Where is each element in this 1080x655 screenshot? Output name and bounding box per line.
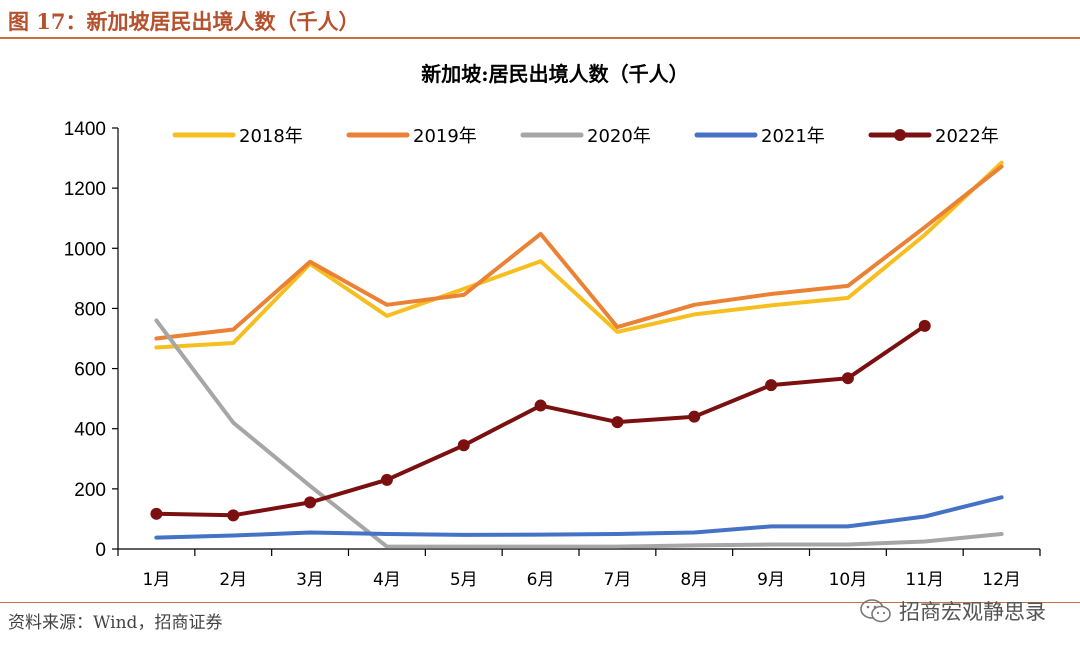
chart-legend: 2018年 2019年 2020年 2021年 2022年: [172, 126, 999, 147]
x-tick-label: 7月: [604, 570, 632, 590]
x-tick-label: 11月: [905, 570, 944, 590]
y-tick-label: 400: [74, 420, 106, 441]
x-tick-label: 3月: [296, 570, 324, 590]
y-tick-label: 1400: [64, 119, 106, 140]
legend-label: 2020年: [587, 126, 651, 147]
legend-label: 2018年: [239, 126, 303, 147]
x-tick-label: 2月: [219, 570, 247, 590]
watermark: 招商宏观静思录: [859, 596, 1046, 626]
source-note: 资料来源：Wind，招商证券: [8, 613, 223, 633]
series-2022年: [150, 319, 931, 522]
series-2019年: [154, 164, 1004, 341]
figure-header: 图 17：新加坡居民出境人数（千人）: [0, 0, 1080, 40]
y-tick-label: 1000: [64, 239, 106, 260]
x-tick-label: 1月: [143, 570, 171, 590]
y-tick-label: 1200: [64, 179, 106, 200]
line-chart: 新加坡:居民出境人数（千人） 2018年 2019年 2020年 2021年 2022年…: [64, 62, 1041, 590]
series-2020年: [154, 318, 1004, 549]
y-tick-label: 0: [95, 540, 106, 561]
data-point: [688, 410, 701, 423]
chart-title: 新加坡:居民出境人数（千人）: [421, 62, 688, 86]
legend-marker: [894, 129, 906, 141]
y-tick-label: 800: [74, 299, 106, 320]
series-2021年: [154, 495, 1004, 540]
data-point: [380, 473, 393, 486]
series-line: [154, 318, 1004, 549]
data-point: [611, 416, 624, 429]
wechat-icon: [860, 599, 891, 623]
series-line: [154, 495, 1004, 540]
legend-item: 2018年: [172, 126, 303, 147]
series-line: [154, 164, 1004, 341]
figure-label: 图 17：新加坡居民出境人数（千人）: [8, 9, 360, 34]
y-tick-label: 600: [74, 360, 106, 381]
legend-item: 2022年: [868, 126, 999, 147]
legend-label: 2019年: [413, 126, 477, 147]
y-tick-label: 200: [74, 480, 106, 501]
x-tick-label: 6月: [527, 570, 555, 590]
legend-label: 2022年: [935, 126, 999, 147]
x-tick-label: 4月: [373, 570, 401, 590]
x-tick-label: 12月: [982, 570, 1021, 590]
data-point: [304, 496, 317, 509]
legend-item: 2020年: [520, 126, 651, 147]
x-tick-label: 9月: [757, 570, 785, 590]
data-point: [457, 439, 470, 452]
legend-label: 2021年: [761, 126, 825, 147]
chart-series: [150, 160, 1004, 549]
footer-divider: [0, 602, 1080, 603]
x-tick-label: 5月: [450, 570, 478, 590]
data-point: [918, 319, 931, 332]
data-point: [765, 379, 778, 392]
watermark-text: 招商宏观静思录: [899, 600, 1046, 624]
series-line: [154, 160, 1004, 350]
legend-item: 2021年: [694, 126, 825, 147]
chart-axes: 0 200 400 600 800 1000 1200 1400 1月 2月 3月 4月 5月 6月 7月 8…: [64, 119, 1041, 590]
data-point: [227, 509, 240, 522]
data-point: [534, 399, 547, 412]
data-point: [150, 507, 163, 520]
x-tick-label: 8月: [680, 570, 708, 590]
legend-item: 2019年: [346, 126, 477, 147]
data-point: [841, 372, 854, 385]
header-divider: [0, 37, 1080, 39]
series-line: [154, 323, 927, 518]
series-2018年: [154, 160, 1004, 350]
x-tick-label: 10月: [829, 570, 868, 590]
